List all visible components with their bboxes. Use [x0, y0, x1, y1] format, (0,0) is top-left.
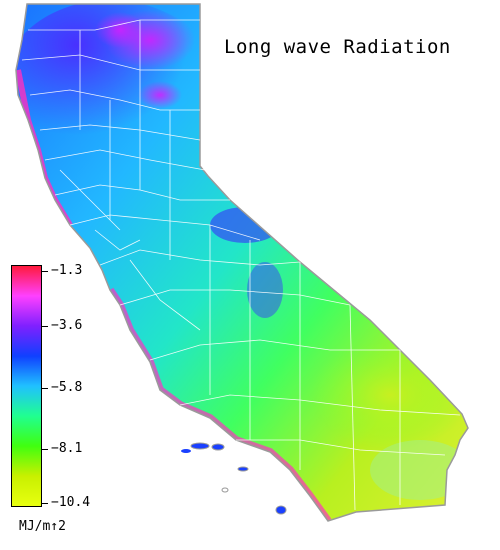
legend-tick	[42, 326, 48, 327]
legend-tick-label: −3.6	[51, 318, 83, 333]
legend-tick	[42, 503, 48, 504]
island-outlines	[190, 442, 287, 515]
legend-tick	[42, 449, 48, 450]
legend-unit-label: MJ/m↑2	[19, 519, 66, 534]
legend-tick-label: −1.3	[51, 263, 83, 278]
legend-tick	[42, 388, 48, 389]
county-boundaries	[21, 19, 461, 511]
map-title: Long wave Radiation	[224, 36, 451, 58]
legend-tick-label: −8.1	[51, 441, 83, 456]
legend-tick-label: −5.8	[51, 380, 83, 395]
legend-tick	[42, 271, 48, 272]
state-outline	[15, 3, 469, 522]
color-scale-bar	[11, 265, 42, 507]
islands	[181, 443, 286, 514]
legend-tick-label: −10.4	[51, 495, 91, 510]
